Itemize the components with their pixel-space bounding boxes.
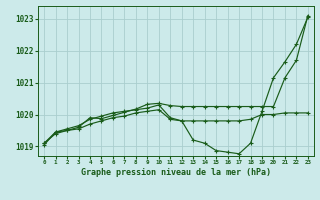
X-axis label: Graphe pression niveau de la mer (hPa): Graphe pression niveau de la mer (hPa) [81, 168, 271, 177]
